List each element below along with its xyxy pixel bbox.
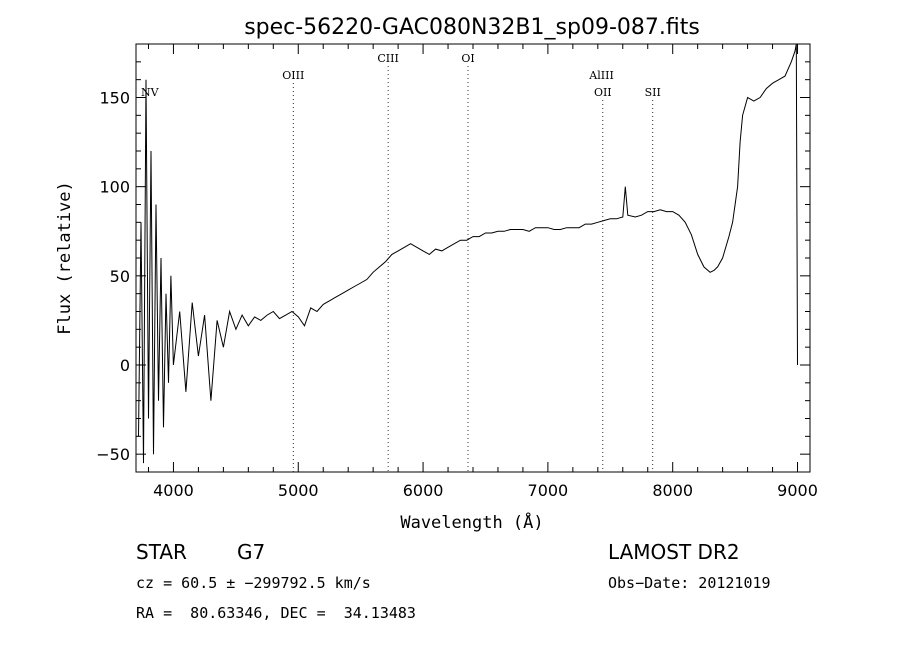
obs-date: Obs−Date: 20121019 — [608, 574, 771, 592]
spectral-line-label: OIII — [282, 69, 304, 82]
redshift-info: cz = 60.5 ± −299792.5 km/s — [136, 574, 371, 592]
spectral-line-label: CIII — [377, 52, 398, 65]
survey-name: LAMOST DR2 — [608, 540, 740, 564]
x-axis-label: Wavelength (Å) — [400, 511, 543, 533]
y-tick-label: 150 — [99, 89, 130, 108]
spectral-line-label: OI — [461, 52, 474, 65]
x-tick-label: 7000 — [528, 481, 569, 500]
y-axis-label: Flux (relative) — [55, 181, 75, 335]
y-tick-label: −50 — [96, 445, 130, 464]
spectral-line-label: AlIII — [588, 69, 614, 82]
x-tick-label: 6000 — [403, 481, 444, 500]
plot-frame — [135, 43, 811, 473]
spectral-line-label: OII — [594, 86, 612, 99]
spectral-line-label: SII — [645, 86, 661, 99]
x-tick-label: 4000 — [153, 481, 194, 500]
x-tick-label: 8000 — [652, 481, 693, 500]
y-tick-label: 50 — [110, 267, 130, 286]
axes: 4000 5000 6000 7000 8000 9000 −50 0 50 100 150 — [96, 43, 818, 500]
x-tick-label: 9000 — [777, 481, 818, 500]
chart-title: spec-56220-GAC080N32B1_sp09-087.fits — [244, 15, 700, 40]
y-tick-label: 0 — [120, 356, 130, 375]
y-tick-label: 100 — [99, 178, 130, 197]
subclass: G7 — [237, 540, 266, 564]
object-class: STAR — [136, 540, 187, 564]
spectrum-line — [138, 43, 798, 464]
x-tick-label: 5000 — [278, 481, 319, 500]
coordinates: RA = 80.63346, DEC = 34.13483 — [136, 604, 416, 622]
